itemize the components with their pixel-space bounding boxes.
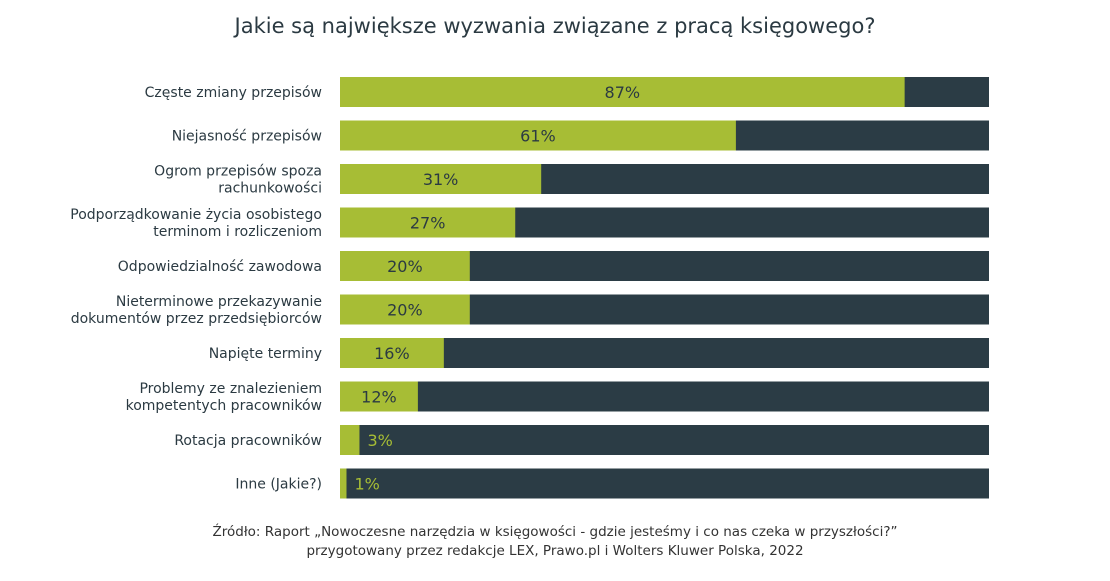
category-label: dokumentów przez przedsiębiorców [71,311,322,327]
category-label: Częste zmiany przepisów [145,85,322,101]
source-note: Źródło: Raport „Nowoczesne narzędzia w k… [0,523,1110,561]
bar-value-label: 20% [387,301,423,320]
category-label: Ogrom przepisów spoza [154,164,322,180]
bar-value-label: 87% [605,83,641,102]
category-label: rachunkowości [218,181,322,197]
category-label: Odpowiedzialność zawodowa [118,259,322,275]
bar-value [340,468,347,499]
bar-value [340,251,470,281]
bar-value [340,338,444,368]
category-label: Podporządkowanie życia osobistego [70,207,322,223]
bar-value [340,164,542,194]
bar-remainder [340,425,989,455]
bar-remainder [340,381,989,412]
bar-group: 3% Rotacja pracowników [174,425,989,455]
category-label: Rotacja pracowników [174,433,322,449]
bar-value-label: 27% [410,214,446,233]
bar-group: 61% Niejasność przepisów [172,120,989,151]
category-label: Inne (Jakie?) [235,477,322,493]
category-label: terminom i rozliczeniom [153,224,322,240]
bar-value-label: 31% [423,170,459,189]
bar-value-label: 1% [354,475,379,494]
chart-title: Jakie są największe wyzwania związane z … [234,14,876,38]
bar-group: 87% Częste zmiany przepisów [145,77,989,107]
category-label: Niejasność przepisów [172,129,322,145]
category-label: kompetentych pracowników [126,398,322,414]
category-label: Problemy ze znalezieniem [139,381,322,397]
bar-group: 27% Podporządkowanie życia osobistegoterm… [70,207,989,240]
bar-value [340,120,736,151]
bar-value-label: 20% [387,257,423,276]
bar-value-label: 3% [367,431,392,450]
bar-value-label: 16% [374,344,410,363]
bar-value [340,77,905,107]
bar-group: 12% Problemy ze znalezieniemkompetentych … [126,381,989,414]
bar-group: 1% Inne (Jakie?) [235,468,989,499]
bar-value [340,294,470,325]
bar-value [340,381,418,412]
source-line-1: Źródło: Raport „Nowoczesne narzędzia w k… [212,524,898,540]
bar-group: 20% Odpowiedzialność zawodowa [118,251,989,281]
bar-remainder [340,468,989,499]
bar-value-label: 61% [520,127,556,146]
bar-remainder [340,338,989,368]
bar-value [340,425,360,455]
bar-value-label: 12% [361,388,397,407]
bar-group: 16% Napięte terminy [209,338,989,368]
bar-value [340,207,516,238]
category-label: Nieterminowe przekazywanie [116,294,322,310]
source-line-2: przygotowany przez redakcje LEX, Prawo.p… [306,543,804,559]
bar-group: 20% Nieterminowe przekazywaniedokumentów … [71,294,989,327]
category-label: Napięte terminy [209,346,322,362]
